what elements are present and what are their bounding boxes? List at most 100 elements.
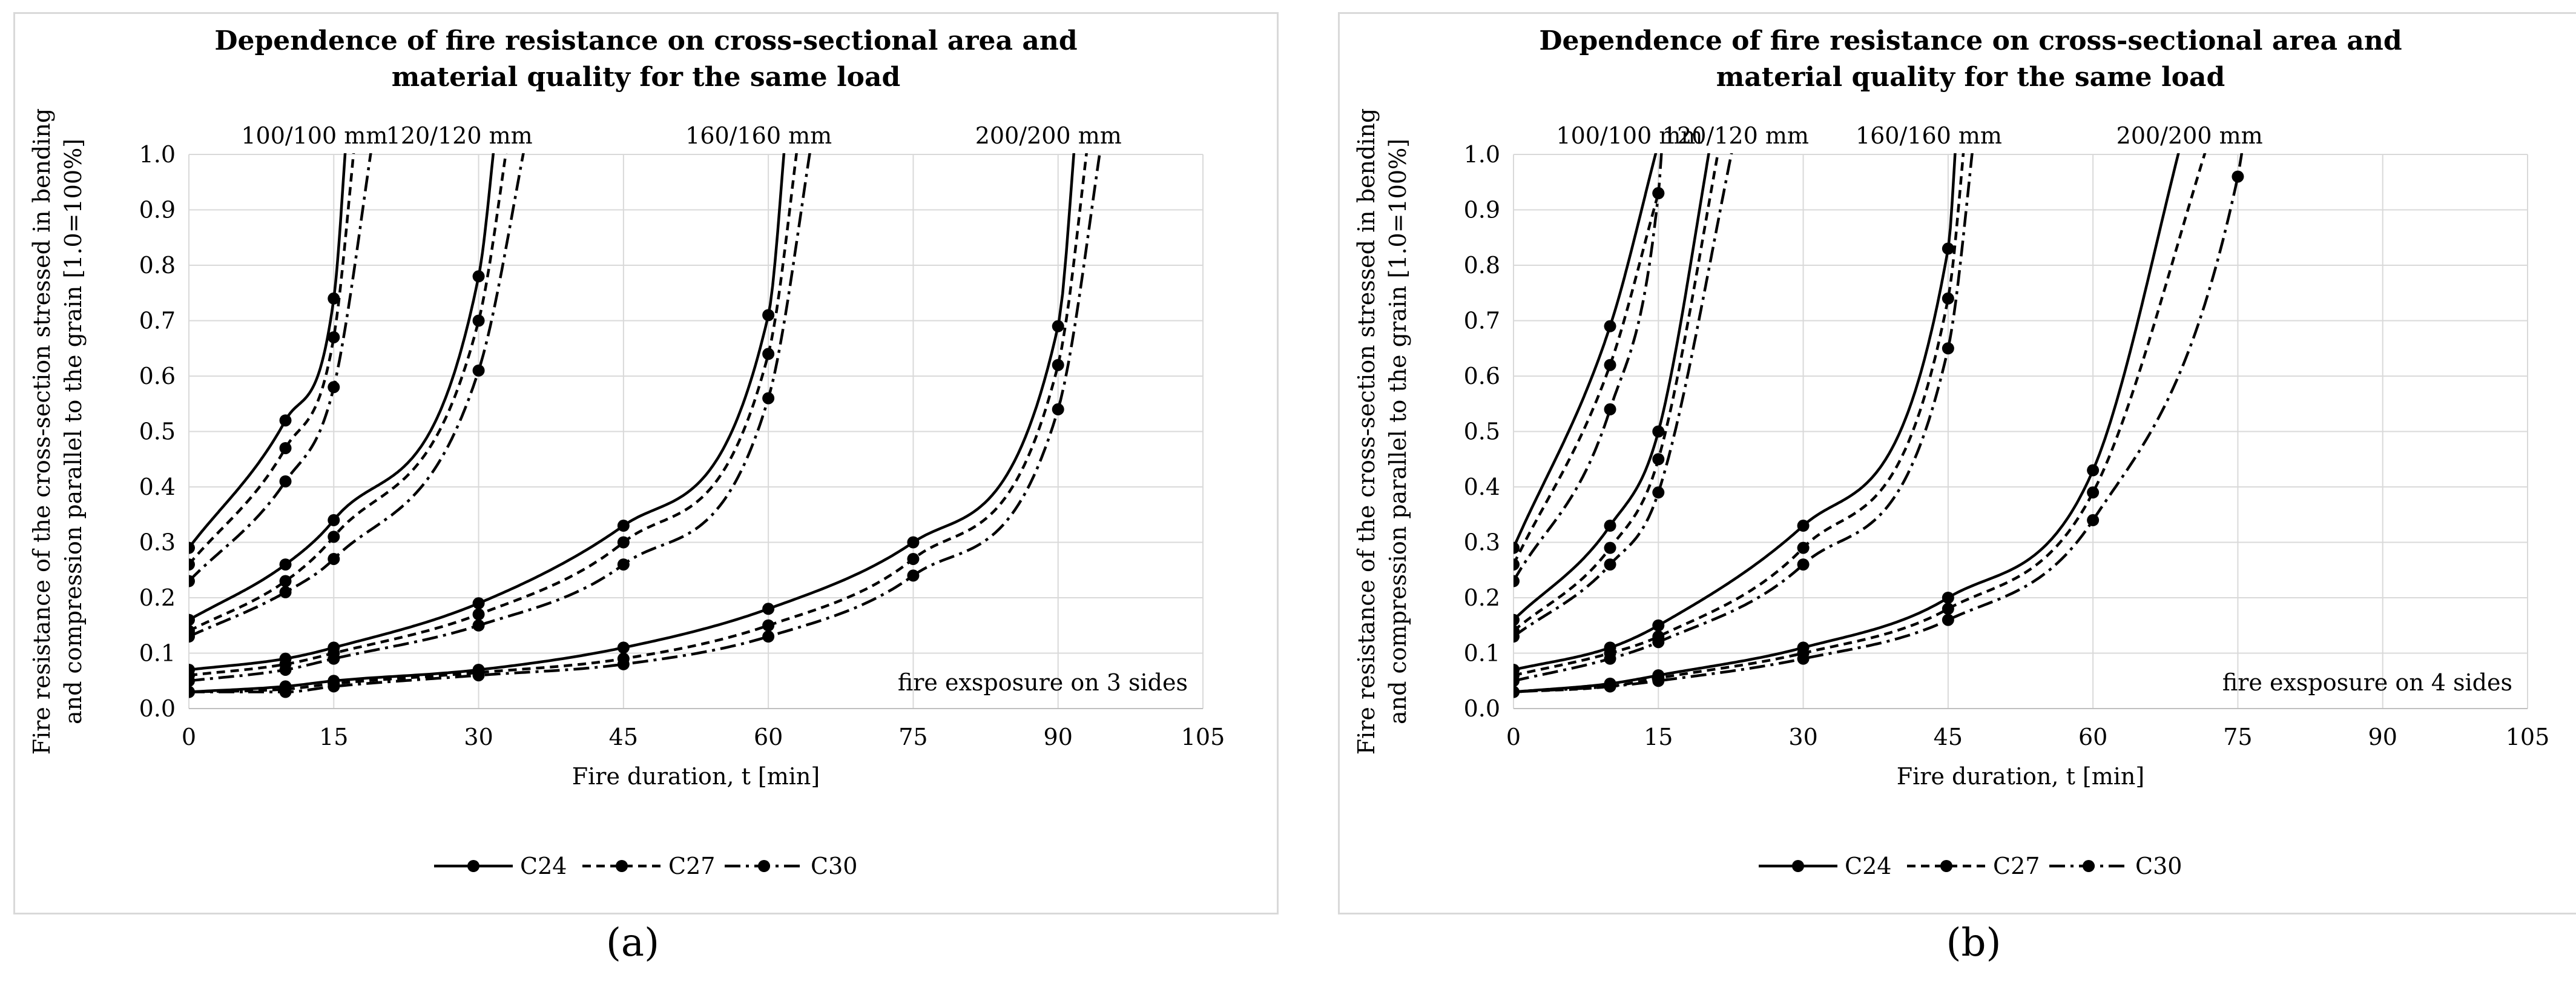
- data-point-c30: [1652, 675, 1665, 687]
- series-group: [1514, 153, 2244, 698]
- data-point-c30: [1797, 558, 1810, 571]
- data-point-c30: [472, 619, 485, 632]
- series-line-c30: [189, 153, 372, 583]
- data-point-c30: [279, 475, 292, 488]
- series-line-c30: [1514, 153, 1733, 638]
- data-point-c30: [617, 558, 630, 571]
- legend-marker-c27: [616, 860, 628, 872]
- legend-marker-c27: [1940, 860, 1952, 872]
- y-tick-label: 0.8: [139, 252, 176, 279]
- x-tick-label: 105: [2506, 724, 2550, 750]
- x-tick-label: 15: [1644, 724, 1673, 750]
- data-point-c30: [189, 675, 195, 687]
- section-size-label: 100/100 mm: [241, 122, 387, 149]
- data-point-c27: [1514, 558, 1520, 571]
- data-point-c27: [472, 314, 485, 327]
- series-line-c27: [1514, 193, 1660, 566]
- data-point-c27: [328, 331, 340, 343]
- x-tick-label: 15: [319, 724, 348, 750]
- data-point-c27: [1052, 359, 1064, 371]
- data-point-c30: [762, 630, 775, 643]
- y-tick-label: 0.3: [139, 529, 176, 556]
- data-point-c24: [617, 520, 630, 532]
- data-point-c24: [1514, 613, 1520, 626]
- x-tick-label: 105: [1181, 724, 1225, 750]
- y-tick-label: 0.1: [139, 640, 176, 667]
- data-point-c27: [762, 348, 775, 360]
- data-point-c30: [279, 686, 292, 698]
- data-point-c24: [1652, 619, 1665, 632]
- x-tick-label: 90: [2368, 724, 2397, 750]
- data-point-c24: [328, 292, 340, 305]
- data-point-c30: [1604, 403, 1616, 415]
- data-point-c30: [1942, 342, 1954, 355]
- data-point-c30: [1514, 575, 1520, 587]
- data-point-c30: [472, 669, 485, 682]
- section-size-label: 120/120 mm: [1662, 122, 1809, 149]
- legend-label-c24: C24: [520, 853, 567, 879]
- chart-a: Dependence of fire resistance on cross-s…: [28, 25, 1225, 879]
- legend-label-c30: C30: [2135, 853, 2182, 879]
- y-tick-label: 0.2: [139, 584, 176, 611]
- data-point-c30: [1652, 636, 1665, 649]
- data-point-c30: [762, 392, 775, 405]
- data-point-c30: [189, 575, 195, 587]
- series-line-c30: [1514, 153, 1974, 683]
- chart-title-line: Dependence of fire resistance on cross-s…: [214, 25, 1077, 56]
- y-tick-label: 0.7: [1464, 308, 1500, 334]
- chart-b: Dependence of fire resistance on cross-s…: [1353, 25, 2550, 879]
- data-point-c24: [1604, 320, 1616, 332]
- section-size-label: 200/200 mm: [2116, 122, 2263, 149]
- data-point-c27: [1942, 292, 1954, 305]
- series-group: [189, 153, 1101, 698]
- series-line-c30: [189, 153, 525, 638]
- panel-label-b: (b): [1946, 921, 2001, 965]
- section-size-label: 160/160 mm: [1856, 122, 2002, 149]
- series-line-c27: [1514, 153, 2207, 693]
- x-axis-label: Fire duration, t [min]: [1897, 763, 2144, 790]
- data-point-c30: [617, 658, 630, 670]
- x-tick-label: 30: [464, 724, 493, 750]
- data-point-c30: [1052, 403, 1064, 415]
- exposure-annotation: fire exsposure on 3 sides: [898, 669, 1188, 696]
- data-point-c27: [762, 619, 775, 632]
- x-tick-label: 45: [609, 724, 638, 750]
- data-point-c30: [328, 652, 340, 665]
- y-tick-label: 0.6: [139, 363, 176, 389]
- x-tick-label: 75: [898, 724, 927, 750]
- y-tick-label: 0.4: [139, 474, 176, 500]
- panel-label-a: (a): [605, 921, 660, 965]
- data-point-c30: [2087, 514, 2100, 526]
- data-point-c30: [1514, 675, 1520, 687]
- y-axis-label-line: Fire resistance of the cross-section str…: [1353, 108, 1380, 755]
- series-line-c27: [189, 153, 1088, 693]
- data-point-c24: [1942, 242, 1954, 255]
- data-point-c27: [472, 608, 485, 621]
- x-axis-label: Fire duration, t [min]: [572, 763, 820, 790]
- data-point-c24: [328, 514, 340, 526]
- series-line-c24: [189, 153, 347, 549]
- x-tick-label: 45: [1934, 724, 1963, 750]
- series-line-c30: [189, 153, 811, 683]
- data-point-c24: [762, 309, 775, 322]
- exposure-annotation: fire exsposure on 4 sides: [2222, 669, 2512, 696]
- legend-label-c30: C30: [811, 853, 857, 879]
- data-point-c24: [762, 603, 775, 615]
- data-point-c24: [189, 613, 195, 626]
- data-point-c30: [472, 364, 485, 377]
- y-tick-label: 0.0: [139, 695, 176, 722]
- chart-title-line: material quality for the same load: [1716, 62, 2225, 93]
- data-point-c24: [279, 414, 292, 427]
- x-tick-label: 30: [1788, 724, 1817, 750]
- data-point-c30: [1942, 613, 1954, 626]
- y-tick-label: 1.0: [139, 141, 176, 168]
- y-tick-label: 0.5: [1464, 418, 1500, 445]
- series-line-c24: [1514, 153, 1710, 621]
- section-size-label: 120/120 mm: [386, 122, 533, 149]
- y-tick-label: 0.9: [1464, 197, 1500, 223]
- section-size-label: 100/100 mm: [1556, 122, 1702, 149]
- data-point-c27: [1652, 453, 1665, 466]
- series-line-c24: [1514, 153, 1658, 549]
- data-point-c27: [617, 536, 630, 549]
- data-point-c24: [1942, 592, 1954, 604]
